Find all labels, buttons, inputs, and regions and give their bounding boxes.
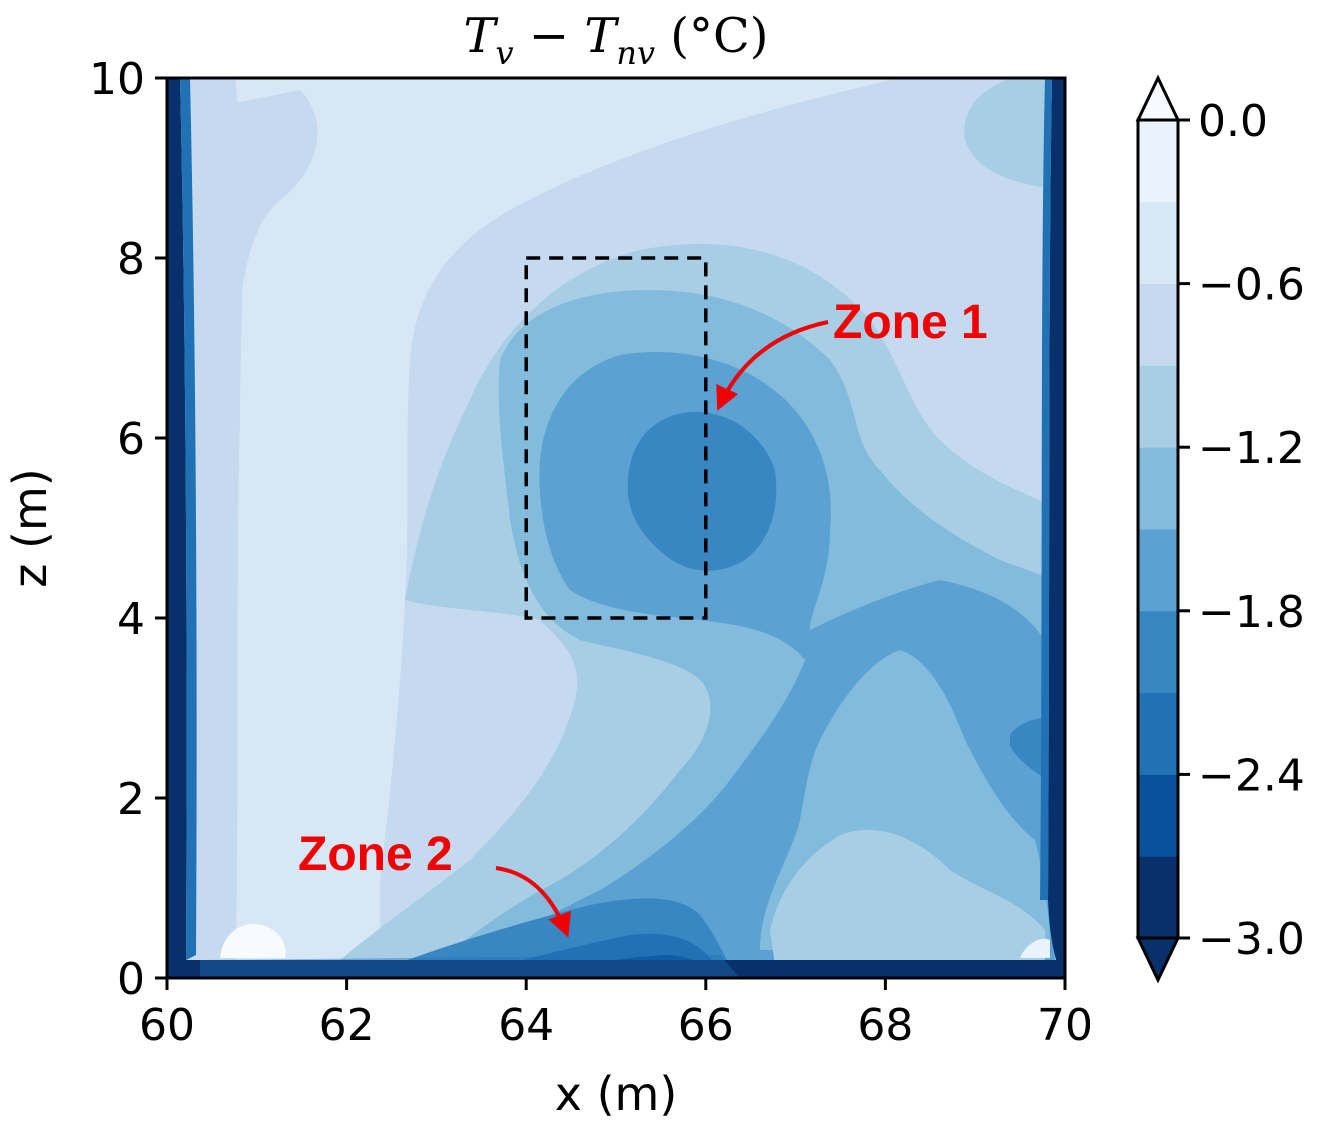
chart-title: Tv − Tnv (°C) [464,8,769,72]
plot-frame [165,76,1067,980]
colorbar-extend-bottom [1135,936,1181,984]
x-tick-label: 68 [857,1000,913,1051]
colorbar-segment [1138,692,1178,775]
colorbar-tick-label: 0.0 [1198,96,1268,147]
contour-level-bottom-right-white [1020,938,1050,958]
colorbar-segment [1138,283,1178,366]
x-axis-label: x (m) [555,1067,678,1121]
colorbar-tick-label: −2.4 [1198,750,1305,801]
x-tick-label: 62 [319,1000,375,1051]
zone-1-label: Zone 1 [833,296,988,349]
colorbar-segment [1138,774,1178,857]
contour-right-wall-2 [1040,78,1052,900]
zone-1-arrow [716,320,829,411]
colorbar-frame [1136,118,1180,940]
x-tick-label: 64 [498,1000,554,1051]
colorbar-tick-label: −3.0 [1198,914,1305,965]
x-tick-label: 60 [139,1000,195,1051]
y-tick-label: 10 [89,54,145,105]
colorbar-segment [1138,447,1178,530]
zone-2-label: Zone 2 [298,828,453,881]
contour-floor-strip [167,960,1065,978]
zone-2-arrow [495,866,571,938]
dashed-rectangle-annotation [524,256,708,620]
y-axis-label: z (m) [3,468,57,587]
y-tick-label: 8 [117,234,145,285]
colorbar-tick-label: −0.6 [1198,260,1305,311]
colorbar-segment [1138,856,1178,939]
colorbar-segment [1138,120,1178,203]
contour-right-wall [1048,78,1065,978]
contour-level-0-0.3 [220,924,286,958]
colorbar-extend-top [1135,74,1181,122]
contour-left-wall-2 [180,78,197,960]
contour-left-wall [167,78,187,978]
contour-floor-gradient [200,955,740,978]
colorbar-tick-label: −1.2 [1198,423,1305,474]
colorbar-segment [1138,529,1178,612]
contour-level-topright [964,78,1065,190]
colorbar-tick-label: −1.8 [1198,587,1305,638]
y-tick-label: 2 [117,774,145,825]
contour-field [167,78,1065,978]
colorbar: 0.0 −0.6 −1.2 −1.8 −2.4 −3.0 [1135,74,1305,984]
x-tick-label: 66 [678,1000,734,1051]
contour-level-left [200,90,318,940]
y-tick-label: 4 [117,594,145,645]
colorbar-segment [1138,365,1178,448]
y-tick-label: 6 [117,414,145,465]
colorbar-segment [1138,201,1178,285]
x-axis: 60 62 64 66 68 70 [139,978,1093,1051]
contour-level-1.8-2.1 [627,411,777,571]
colorbar-segment [1138,610,1178,694]
contour-level-lower-right-light [770,829,1045,965]
contour-level-0.3-0.6 [235,78,900,978]
y-axis: 0 2 4 6 8 10 [89,54,167,1005]
y-tick-label: 0 [117,954,145,1005]
x-tick-label: 70 [1037,1000,1093,1051]
